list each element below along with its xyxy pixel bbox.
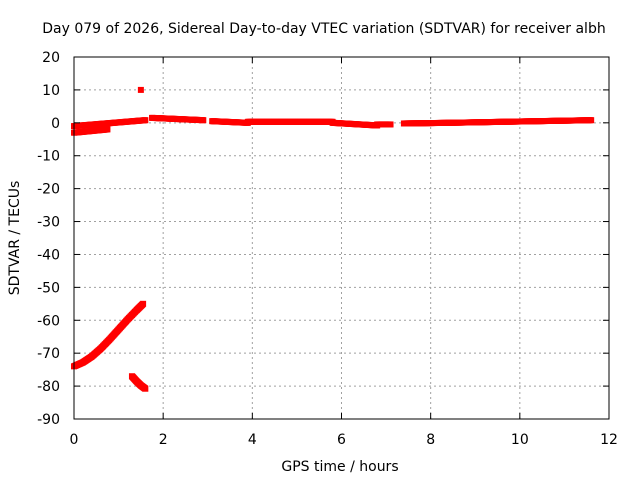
x-tick-label: 0 <box>70 432 79 448</box>
data-point <box>200 117 207 124</box>
y-tick-label: 10 <box>42 83 60 99</box>
x-tick-label: 6 <box>337 432 346 448</box>
x-tick-label: 12 <box>600 432 618 448</box>
y-tick-label: -60 <box>37 313 60 329</box>
data-point <box>104 126 111 133</box>
y-tick-label: -20 <box>37 182 60 198</box>
data-point <box>142 117 149 124</box>
chart-title: Day 079 of 2026, Sidereal Day-to-day VTE… <box>42 21 605 37</box>
data-point <box>137 86 144 93</box>
data-point <box>387 121 394 128</box>
y-tick-label: -50 <box>37 280 60 296</box>
x-tick-label: 2 <box>159 432 168 448</box>
x-tick-label: 4 <box>248 432 257 448</box>
x-axis-label: GPS time / hours <box>281 459 398 475</box>
y-tick-label: -30 <box>37 215 60 231</box>
data-point <box>142 385 149 392</box>
y-tick-label: 20 <box>42 50 60 66</box>
y-tick-label: -40 <box>37 247 60 263</box>
y-tick-label: -90 <box>37 412 60 428</box>
x-tick-label: 10 <box>511 432 529 448</box>
data-point <box>588 117 595 124</box>
y-axis-label: SDTVAR / TECUs <box>7 181 23 296</box>
grid-lines <box>74 57 609 419</box>
axes: 0 2 4 6 8 10 12 20 10 0 -10 -20 -30 -40 -50 -60 -70 -80 -9… <box>37 50 618 448</box>
y-tick-label: 0 <box>51 116 60 132</box>
y-tick-label: -70 <box>37 346 60 362</box>
y-tick-label: -80 <box>37 379 60 395</box>
x-tick-label: 8 <box>426 432 435 448</box>
data-point <box>140 300 147 307</box>
data-points <box>71 86 595 392</box>
y-tick-label: -10 <box>37 149 60 165</box>
